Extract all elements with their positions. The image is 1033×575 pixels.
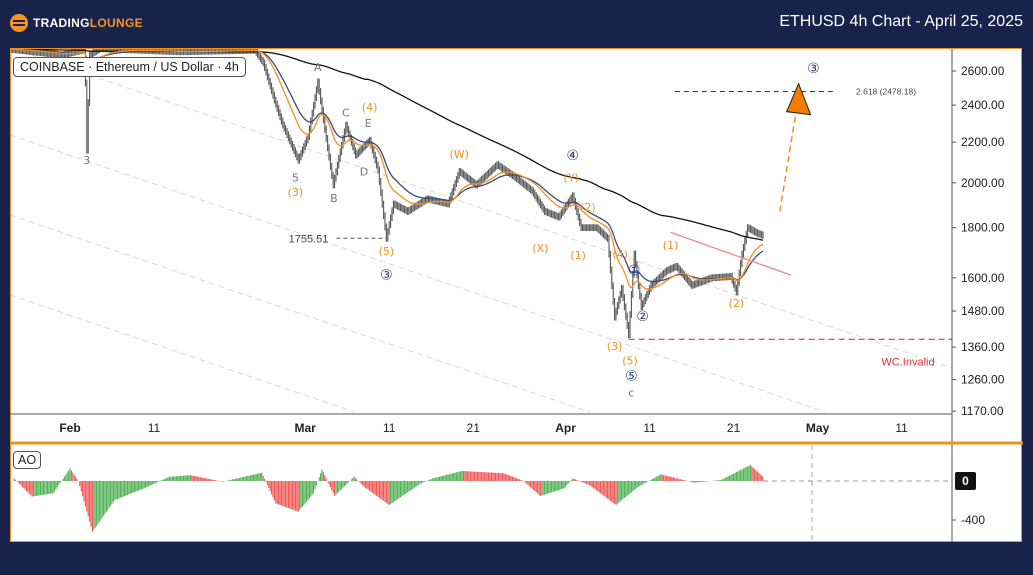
price-tick-label: 1360.00: [961, 340, 1005, 354]
price-bars: [11, 49, 764, 339]
time-tick-label: 21: [727, 421, 741, 435]
wave-label: (Y): [564, 171, 579, 184]
wave-label: 3: [83, 154, 90, 167]
channel-line: [11, 294, 355, 413]
channel-lines: [11, 49, 952, 413]
wave-label: ③: [380, 268, 393, 284]
wave-label: (X): [532, 242, 548, 255]
chart-panel: [10, 48, 1022, 542]
price-tick-label: 2600.00: [961, 64, 1005, 78]
wave-label: (W): [449, 148, 468, 161]
channel-line: [12, 49, 952, 369]
brand-logo: TRADINGLOUNGE: [10, 14, 143, 32]
wave-label: ①: [628, 263, 641, 279]
ma-long-line: [11, 49, 764, 241]
projection-arrow-head-icon: [785, 82, 812, 116]
projection-arrow-line: [779, 108, 798, 212]
wave-label: (3): [607, 340, 623, 353]
time-tick-label: 11: [383, 421, 396, 435]
time-tick-label: 11: [148, 421, 161, 435]
trend-line: [670, 231, 792, 276]
price-tick-label: 1480.00: [961, 304, 1005, 318]
channel-line: [11, 134, 826, 413]
time-axis[interactable]: Feb 11 Mar 11 21 Apr 11 21 May 11: [10, 413, 952, 435]
price-tick-label: 2200.00: [961, 135, 1005, 149]
wave-label: E: [365, 117, 372, 130]
ao-value-label: 0: [962, 474, 969, 488]
wave-label: ⑤: [625, 369, 638, 385]
wave-label: C: [342, 106, 350, 119]
low-marker-label: 1755.51: [289, 233, 329, 245]
price-axis[interactable]: 2600.00 2400.00 2200.00 2000.00 1800.00 1600.…: [951, 49, 1005, 542]
wave-label: ③: [807, 61, 820, 77]
wave-label: 5: [292, 171, 299, 184]
annotations: 1755.51 2.618 (2478.18) WC.Invalid 3 5 (3) A C (…: [83, 61, 952, 400]
wave-label: (5): [622, 355, 638, 368]
chart-title: ETHUSD 4h Chart - April 25, 2025: [779, 13, 1023, 30]
fib-target-label: 2.618 (2478.18): [856, 86, 916, 96]
moving-averages: [11, 49, 764, 290]
wave-label: (3): [288, 186, 304, 199]
price-tick-label: 1170.00: [961, 404, 1004, 418]
wave-label: D: [360, 165, 368, 178]
ao-legend[interactable]: AO: [13, 451, 42, 469]
brand-part-2: LOUNGE: [89, 16, 143, 30]
time-tick-label: 21: [467, 421, 481, 435]
wave-label: (1): [663, 239, 679, 252]
price-tick-label: 2000.00: [961, 176, 1005, 190]
wave-label: (5): [379, 245, 395, 258]
logo-icon: [10, 14, 28, 32]
ao-pane: 0 -400: [13, 445, 985, 540]
time-tick-label: 11: [643, 421, 656, 435]
symbol-legend[interactable]: COINBASE · Ethereum / US Dollar · 4h: [13, 57, 246, 77]
ao-value-badge: [955, 472, 976, 490]
price-tick-label: 1260.00: [961, 373, 1005, 387]
time-tick-label: Mar: [295, 421, 317, 435]
brand-part-1: TRADING: [33, 16, 90, 30]
wave-label: (4): [612, 248, 628, 261]
wave-label: (2): [729, 297, 745, 310]
wave-label: A: [314, 61, 322, 74]
price-tick-label: 2400.00: [961, 98, 1005, 112]
channel-line: [11, 214, 591, 413]
wave-label: (4): [362, 101, 378, 114]
header: TRADINGLOUNGE ETHUSD 4h Chart - April 25…: [0, 0, 1033, 48]
brand-name: TRADINGLOUNGE: [33, 16, 143, 30]
wave-label: B: [330, 192, 338, 205]
time-tick-label: 11: [895, 421, 908, 435]
wave-label: (1): [570, 249, 586, 262]
ema-slow-line: [11, 49, 764, 283]
time-tick-label: May: [806, 421, 830, 435]
wave-label: (2): [580, 201, 596, 214]
ao-tick-label: -400: [961, 513, 985, 527]
wave-label: ④: [566, 148, 579, 164]
price-tick-label: 1800.00: [961, 221, 1005, 235]
wave-label: c: [628, 387, 634, 400]
invalidation-label: WC.Invalid: [881, 356, 934, 368]
time-tick-label: Apr: [555, 421, 576, 435]
price-tick-label: 1600.00: [961, 271, 1005, 285]
ema-fast-line: [11, 49, 764, 290]
wave-label: ②: [636, 309, 649, 325]
time-tick-label: Feb: [59, 421, 80, 435]
